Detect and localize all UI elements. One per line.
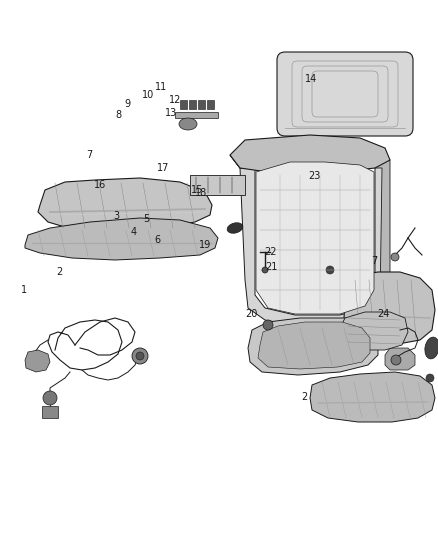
Polygon shape <box>230 135 390 173</box>
Ellipse shape <box>227 223 243 233</box>
Text: 6: 6 <box>155 235 161 245</box>
Text: 7: 7 <box>87 150 93 159</box>
Bar <box>207 100 214 109</box>
Polygon shape <box>25 218 218 260</box>
Text: 24: 24 <box>377 310 389 319</box>
Text: 11: 11 <box>155 82 167 92</box>
Polygon shape <box>38 178 212 232</box>
Text: 3: 3 <box>113 211 119 221</box>
Polygon shape <box>258 322 370 369</box>
Bar <box>190 175 245 195</box>
Text: 12: 12 <box>169 95 181 105</box>
Polygon shape <box>344 272 435 344</box>
Text: 8: 8 <box>115 110 121 119</box>
Text: 20: 20 <box>246 310 258 319</box>
Text: 9: 9 <box>125 99 131 109</box>
Text: 2: 2 <box>301 392 307 402</box>
Polygon shape <box>248 318 378 375</box>
Polygon shape <box>310 372 435 422</box>
Bar <box>42 406 58 418</box>
Polygon shape <box>175 112 218 118</box>
Polygon shape <box>385 348 415 370</box>
Text: 18: 18 <box>195 188 208 198</box>
Text: 17: 17 <box>157 163 169 173</box>
Bar <box>198 100 205 109</box>
Text: 5: 5 <box>144 214 150 223</box>
Bar <box>180 100 187 109</box>
Text: 22: 22 <box>265 247 277 256</box>
Polygon shape <box>25 350 50 372</box>
Text: 13: 13 <box>165 108 177 118</box>
Bar <box>189 100 196 109</box>
Circle shape <box>426 374 434 382</box>
Text: 4: 4 <box>131 227 137 237</box>
Text: 10: 10 <box>142 90 154 100</box>
Text: 14: 14 <box>305 74 317 84</box>
Text: 16: 16 <box>94 181 106 190</box>
Circle shape <box>43 391 57 405</box>
Circle shape <box>263 320 273 330</box>
Ellipse shape <box>425 337 438 359</box>
Text: 19: 19 <box>199 240 211 250</box>
Text: 2: 2 <box>56 267 62 277</box>
Text: 1: 1 <box>21 286 27 295</box>
Polygon shape <box>340 312 408 350</box>
Circle shape <box>391 253 399 261</box>
Text: 23: 23 <box>308 171 321 181</box>
Text: 7: 7 <box>371 256 378 266</box>
Polygon shape <box>230 148 385 326</box>
Circle shape <box>136 352 144 360</box>
Polygon shape <box>278 248 332 263</box>
Circle shape <box>132 348 148 364</box>
Polygon shape <box>368 148 390 318</box>
Text: 15: 15 <box>191 185 203 195</box>
Text: 21: 21 <box>265 262 278 271</box>
FancyBboxPatch shape <box>277 52 413 136</box>
Ellipse shape <box>179 118 197 130</box>
Circle shape <box>262 267 268 273</box>
Polygon shape <box>256 162 374 314</box>
Circle shape <box>326 266 334 274</box>
Circle shape <box>391 355 401 365</box>
